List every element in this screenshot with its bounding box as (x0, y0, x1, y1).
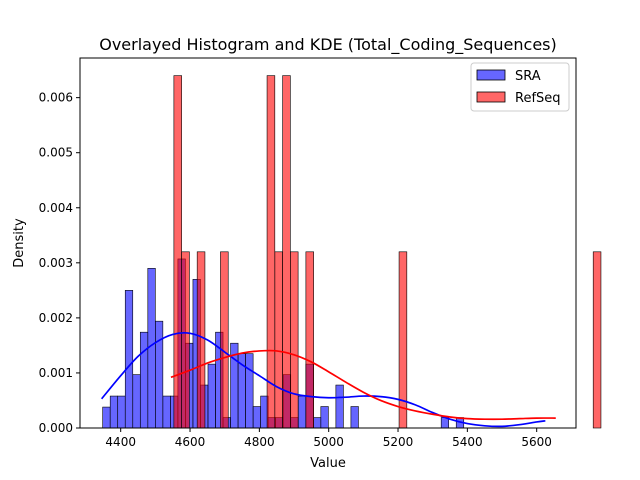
refseq-histogram-bar (290, 251, 299, 429)
refseq-histogram-bar (266, 75, 276, 429)
sra-histogram-bar (207, 363, 216, 429)
legend-sra-swatch (476, 69, 506, 81)
sra-histogram-bar (132, 374, 141, 429)
refseq-histogram-bar (592, 251, 602, 429)
sra-histogram-bar (117, 395, 126, 429)
y-axis-ticks: 0.000 0.001 0.002 0.003 0.004 0.005 0.006 (39, 91, 80, 435)
x-tick-label: 4600 (175, 435, 206, 449)
y-tick-label: 0.005 (39, 146, 73, 160)
y-tick-label: 0.002 (39, 311, 73, 325)
sra-histogram-bar (109, 395, 119, 429)
y-axis-label: Density (12, 218, 27, 268)
refseq-histogram-bar (181, 251, 190, 429)
sra-histogram-bar (297, 395, 307, 429)
x-tick-label: 5600 (521, 435, 552, 449)
refseq-histogram-bar (196, 251, 206, 429)
x-tick-label: 5200 (383, 435, 414, 449)
sra-histogram-bar (350, 406, 359, 429)
sra-histogram-bar (313, 417, 322, 429)
sra-histogram-bar (335, 384, 344, 429)
y-tick-label: 0.000 (39, 421, 73, 435)
y-tick-label: 0.006 (39, 91, 73, 105)
refseq-kde-line (170, 349, 556, 421)
plot-frame (79, 57, 577, 429)
sra-histogram-bar (162, 395, 171, 429)
y-tick-label: 0.001 (39, 366, 73, 380)
sra-kde-line (100, 331, 546, 428)
refseq-histogram (173, 75, 602, 429)
legend-refseq-label: RefSeq (515, 91, 561, 106)
sra-histogram-bar (139, 331, 149, 429)
sra-histogram-bar (102, 406, 111, 429)
kde-curves (100, 331, 556, 428)
x-tick-label: 5000 (313, 435, 344, 449)
x-tick-label: 4400 (105, 435, 136, 449)
sra-histogram-bar (320, 406, 329, 429)
y-tick-label: 0.003 (39, 256, 73, 270)
legend: SRA RefSeq (470, 62, 570, 112)
sra-histogram-bar (245, 353, 254, 429)
x-tick-label: 5400 (452, 435, 483, 449)
refseq-histogram-bar (220, 251, 229, 429)
y-tick-label: 0.004 (39, 201, 73, 215)
x-axis-ticks: 4400 4600 4800 5000 5200 5400 5600 (105, 428, 552, 449)
chart-title: Overlayed Histogram and KDE (Total_Codin… (99, 35, 557, 55)
refseq-histogram-bar (274, 251, 283, 429)
refseq-histogram-bar (305, 251, 314, 429)
legend-sra-label: SRA (515, 69, 541, 84)
x-axis-label: Value (310, 456, 346, 471)
refseq-histogram-bar (282, 75, 291, 429)
legend-refseq-swatch (476, 91, 506, 103)
sra-histogram-bar (124, 290, 134, 429)
sra-histogram-bar (155, 320, 164, 429)
x-tick-label: 4800 (244, 435, 275, 449)
sra-histogram-bar (252, 406, 261, 429)
